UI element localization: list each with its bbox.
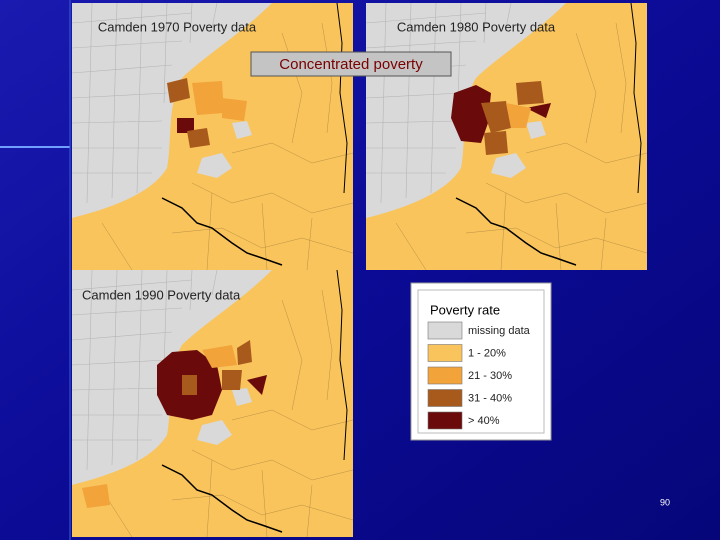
map-title: Camden 1970 Poverty data [98, 19, 257, 34]
callout-text: Concentrated poverty [279, 56, 423, 73]
callout: Concentrated poverty [250, 51, 452, 77]
legend-label: 1 - 20% [468, 347, 506, 359]
map-title: Camden 1980 Poverty data [397, 19, 556, 34]
poverty-areas [82, 340, 267, 508]
legend-label: 31 - 40% [468, 392, 512, 404]
map-1970: Camden 1970 Poverty data [71, 2, 354, 271]
map-1990: Camden 1990 Poverty data [71, 269, 354, 538]
legend-title: Poverty rate [430, 302, 500, 317]
legend-label: > 40% [468, 415, 500, 427]
page-number: 90 [660, 497, 670, 507]
poverty-areas [451, 81, 551, 155]
legend-swatch [427, 321, 463, 340]
legend-swatch [427, 411, 463, 430]
legend-swatch [427, 389, 463, 407]
map-1980: Camden 1980 Poverty data [365, 2, 648, 271]
legend-frame [417, 289, 545, 434]
poverty-areas [167, 78, 247, 148]
legend-label: missing data [468, 325, 531, 337]
legend-swatch [427, 344, 463, 362]
legend: Poverty rate missing data 1 - 20% 21 - 30%… [410, 282, 552, 441]
legend-label: 21 - 30% [468, 370, 512, 382]
map-title: Camden 1990 Poverty data [82, 287, 241, 302]
legend-swatch [427, 366, 463, 385]
